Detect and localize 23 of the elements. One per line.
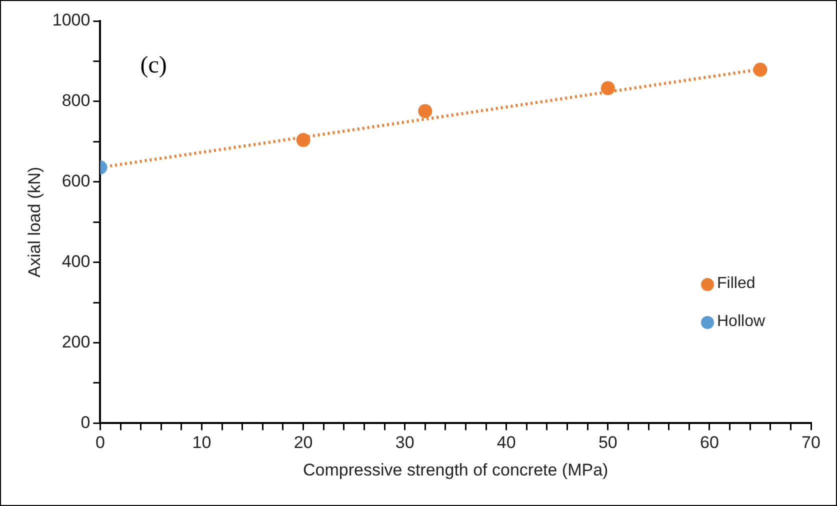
y-tick-label: 800: [62, 91, 90, 110]
legend-label: Hollow: [717, 313, 766, 331]
y-tick-label: 400: [62, 252, 90, 272]
x-axis-title: Compressive strength of concrete (MPa): [303, 460, 608, 480]
annotation: (c): [140, 52, 167, 78]
x-tick-label: 0: [95, 433, 105, 452]
x-tick-label: 40: [496, 433, 516, 452]
point: [753, 62, 768, 77]
y-tick-label: 1000: [52, 10, 90, 30]
legend-label: Filled: [717, 275, 756, 293]
x-tick-label: 60: [700, 433, 719, 452]
point: [600, 81, 615, 96]
x-tick-label: 50: [598, 433, 618, 452]
y-tick-label: 600: [62, 172, 90, 191]
x-tick-label: 20: [294, 433, 313, 452]
y-tick-label: 0: [80, 412, 90, 432]
x-tick-label: 10: [192, 433, 212, 452]
y-axis-title: Axial load (kN): [24, 166, 44, 278]
point: [296, 133, 310, 148]
x-tick-label: 30: [395, 433, 414, 452]
y-tick-label: 200: [62, 332, 90, 352]
point: [418, 104, 432, 118]
x-tick-label: 70: [802, 433, 820, 452]
